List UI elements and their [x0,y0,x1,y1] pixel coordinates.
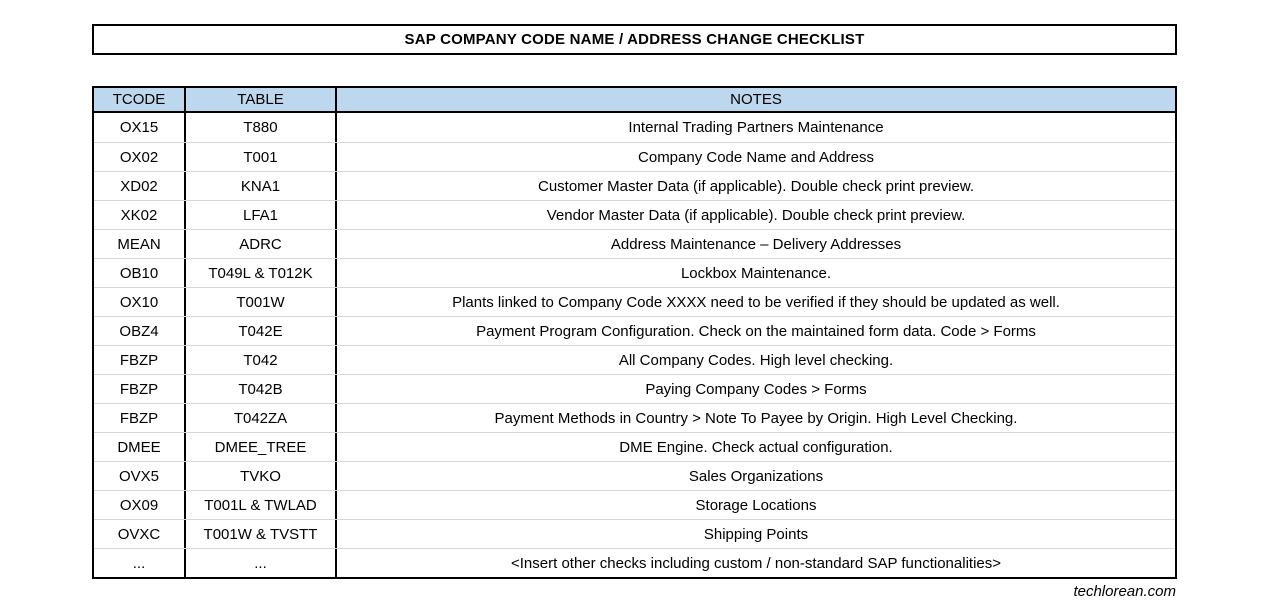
table-cell: DMEE_TREE [186,433,337,461]
tcode-cell: FBZP [94,346,186,374]
table-cell: LFA1 [186,201,337,229]
table-row: OX10 T001W Plants linked to Company Code… [94,287,1175,316]
table-cell: T042E [186,317,337,345]
column-header-notes: NOTES [730,91,782,108]
notes-cell: Payment Methods in Country > Note To Pay… [494,409,1018,427]
table-row: OX02 T001 Company Code Name and Address [94,142,1175,171]
table-cell: T042ZA [186,404,337,432]
notes-cell: Shipping Points [703,525,809,543]
tcode-cell: OX02 [94,143,186,171]
notes-cell: Address Maintenance – Delivery Addresses [610,235,902,253]
table-row: OBZ4 T042E Payment Program Configuration… [94,316,1175,345]
page-title-text: SAP COMPANY CODE NAME / ADDRESS CHANGE C… [404,31,865,48]
tcode-cell: OB10 [94,259,186,287]
column-header-tcode: TCODE [94,88,186,111]
tcode-cell: XD02 [94,172,186,200]
notes-cell: Company Code Name and Address [638,148,874,166]
table-row: OB10 T049L & T012K Lockbox Maintenance. [94,258,1175,287]
site-credit: techlorean.com [1073,583,1176,600]
table-cell: T042B [186,375,337,403]
table-cell: TVKO [186,462,337,490]
table-row: MEAN ADRC Address Maintenance – Delivery… [94,229,1175,258]
table-row: FBZP T042 All Company Codes. High level … [94,345,1175,374]
table-row: DMEE DMEE_TREE DME Engine. Check actual … [94,432,1175,461]
table-row: XK02 LFA1 Vendor Master Data (if applica… [94,200,1175,229]
tcode-cell: OVX5 [94,462,186,490]
table-cell: T001 [186,143,337,171]
table-row: ... ... <Insert other checks including c… [94,548,1175,577]
notes-cell: Plants linked to Company Code XXXX need … [452,293,1060,311]
notes-cell: Lockbox Maintenance. [680,264,832,282]
tcode-cell: FBZP [94,404,186,432]
table-cell: ... [186,549,337,577]
notes-cell: Storage Locations [695,496,817,514]
table-row: FBZP T042ZA Payment Methods in Country >… [94,403,1175,432]
table-cell: T001W & TVSTT [186,520,337,548]
notes-cell: Internal Trading Partners Maintenance [628,119,884,136]
notes-cell: DME Engine. Check actual configuration. [619,438,893,456]
table-cell: T042 [186,346,337,374]
checklist-table: TCODE TABLE NOTES OX15 T880 Internal Tra… [92,86,1177,579]
notes-cell: Vendor Master Data (if applicable). Doub… [546,206,966,224]
table-row: XD02 KNA1 Customer Master Data (if appli… [94,171,1175,200]
table-row: OVXC T001W & TVSTT Shipping Points [94,519,1175,548]
table-row: OVX5 TVKO Sales Organizations [94,461,1175,490]
table-cell: T001L & TWLAD [186,491,337,519]
table-cell: ADRC [186,230,337,258]
table-row: OX09 T001L & TWLAD Storage Locations [94,490,1175,519]
table-cell: T880 [186,113,337,142]
table-row: OX15 T880 Internal Trading Partners Main… [94,113,1175,142]
table-cell: T001W [186,288,337,316]
tcode-cell: OX15 [94,113,186,142]
notes-cell: Paying Company Codes > Forms [645,380,867,398]
notes-cell: <Insert other checks including custom / … [511,554,1001,572]
notes-cell: Sales Organizations [688,467,824,485]
table-cell: T049L & T012K [186,259,337,287]
notes-cell: All Company Codes. High level checking. [618,351,894,369]
table-row: FBZP T042B Paying Company Codes > Forms [94,374,1175,403]
page-title: SAP COMPANY CODE NAME / ADDRESS CHANGE C… [92,24,1177,55]
tcode-cell: DMEE [94,433,186,461]
tcode-cell: FBZP [94,375,186,403]
tcode-cell: ... [94,549,186,577]
tcode-cell: OX10 [94,288,186,316]
tcode-cell: OBZ4 [94,317,186,345]
table-cell: KNA1 [186,172,337,200]
notes-cell: Payment Program Configuration. Check on … [476,322,1036,340]
table-header-row: TCODE TABLE NOTES [94,88,1175,113]
notes-cell: Customer Master Data (if applicable). Do… [537,177,975,195]
column-header-table: TABLE [186,88,337,111]
tcode-cell: OX09 [94,491,186,519]
tcode-cell: XK02 [94,201,186,229]
tcode-cell: OVXC [94,520,186,548]
tcode-cell: MEAN [94,230,186,258]
